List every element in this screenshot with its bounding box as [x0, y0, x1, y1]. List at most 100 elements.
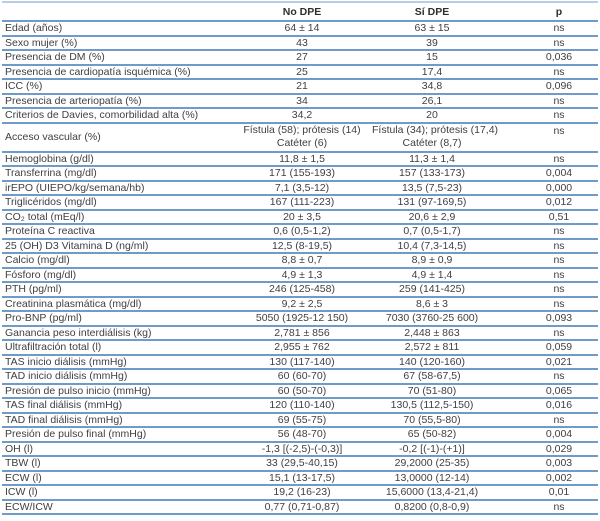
cell-p: 0,01	[548, 486, 570, 499]
cell-p: 0,021	[545, 355, 573, 368]
table-row: irEPO (UIEPO/kg/semana/hb) 7,1 (3,5-12) …	[2, 181, 598, 196]
cell-no-dpe: 21	[296, 80, 308, 93]
table-row: PTH (pg/ml) 246 (125-458) 259 (141-425) …	[2, 283, 598, 298]
cell-p: ns	[553, 370, 565, 383]
row-label: Hemoglobina (g/dl)	[5, 152, 94, 165]
cell-p: ns	[553, 283, 565, 296]
cell-no-dpe: 2,781 ± 856	[274, 326, 330, 339]
cell-no-dpe: 8,8 ± 0,7	[281, 254, 323, 267]
cell-si-dpe: 15,6000 (13,4-21,4)	[385, 486, 479, 499]
cell-no-dpe: 130 (117-140)	[269, 355, 335, 368]
table-row: TAD inicio diálisis (mmHg) 60 (60-70) 67…	[2, 370, 598, 385]
table-row: Creatinina plasmática (mg/dl) 9,2 ± 2,5 …	[2, 297, 598, 312]
cell-p: ns	[553, 36, 565, 49]
cell-p: 0,002	[545, 471, 573, 484]
table-row: TAS inicio diálisis (mmHg) 130 (117-140)…	[2, 355, 598, 370]
cell-p: 0,016	[545, 399, 573, 412]
cell-si-dpe: 70 (51-80)	[407, 384, 457, 397]
cell-si-dpe: 34,8	[421, 80, 443, 93]
table-row: CO₂ total (mEq/l) 20 ± 3,5 20,6 ± 2,9 0,…	[2, 210, 598, 225]
cell-si-dpe: 20,6 ± 2,9	[408, 210, 456, 223]
cell-si-dpe: 131 (97-169,5)	[397, 196, 467, 209]
table-row: ICW (l) 19,2 (16-23) 15,6000 (13,4-21,4)…	[2, 486, 598, 501]
cell-no-dpe: 0,77 (0,71-0,87)	[264, 500, 340, 513]
cell-p: 0,093	[545, 312, 573, 325]
cell-si-dpe: 63 ± 15	[414, 22, 450, 35]
table-row: Fósforo (mg/dl) 4,9 ± 1,3 4,9 ± 1,4 ns	[2, 268, 598, 283]
cell-no-dpe: 246 (125-458)	[269, 283, 335, 296]
row-label: TAS final diálisis (mmHg)	[5, 399, 123, 412]
cell-si-dpe: 7030 (3760-25 600)	[385, 312, 479, 325]
row-label: Proteína C reactiva	[5, 225, 95, 238]
cell-no-dpe: 11,8 ± 1,5	[279, 152, 325, 165]
cell-p: 0,059	[545, 341, 573, 354]
cell-p: ns	[553, 109, 565, 122]
cell-si-dpe: Fístula (34); prótesis (17,4) Catéter (8,…	[372, 124, 498, 150]
row-label: CO₂ total (mEq/l)	[5, 210, 85, 223]
cell-si-dpe: 26,1	[421, 94, 443, 107]
cell-si-dpe: 17,4	[421, 65, 443, 78]
table-row: Ganancia peso interdiálisis (kg) 2,781 ±…	[2, 326, 598, 341]
cell-p: ns	[553, 500, 565, 513]
cell-si-dpe: 70 (55,5-80)	[403, 413, 461, 426]
cell-si-dpe: 130,5 (112,5-150)	[390, 399, 474, 412]
row-label: TBW (l)	[5, 457, 41, 470]
table-row: TAD final diálisis (mmHg) 69 (55-75) 70 …	[2, 413, 598, 428]
header-p: p	[555, 5, 563, 18]
cell-si-dpe: 2,448 ± 863	[404, 326, 460, 339]
row-label: Fósforo (mg/dl)	[5, 268, 77, 281]
cell-p: 0,004	[545, 428, 573, 441]
table-row: ICC (%) 21 34,8 0,096	[2, 80, 598, 95]
cell-p: ns	[553, 124, 565, 137]
row-label: Sexo mujer (%)	[5, 36, 78, 49]
cell-p: 0,004	[545, 167, 573, 180]
cell-no-dpe: 20 ± 3,5	[283, 210, 321, 223]
cell-si-dpe: 20	[426, 109, 438, 122]
cell-si-dpe: 29,2000 (25-35)	[394, 457, 470, 470]
cell-no-dpe: 64 ± 14	[284, 22, 320, 35]
cell-si-dpe: 0,7 (0,5-1,7)	[403, 225, 461, 238]
cell-line-2: Catéter (8,7)	[402, 137, 462, 149]
cell-p: ns	[553, 326, 565, 339]
cell-no-dpe: 2,955 ± 762	[274, 341, 330, 354]
cell-no-dpe: 60 (60-70)	[277, 370, 327, 383]
cell-p: ns	[553, 22, 565, 35]
cell-p: ns	[553, 225, 565, 238]
cell-si-dpe: 2,572 ± 811	[404, 341, 460, 354]
cell-p: ns	[553, 152, 565, 165]
cell-no-dpe: 7,1 (3,5-12)	[274, 181, 330, 194]
row-label: Ganancia peso interdiálisis (kg)	[5, 326, 152, 339]
cell-no-dpe: 15,1 (13-17,5)	[269, 471, 335, 484]
row-label: Presencia de cardiopatía isquémica (%)	[5, 65, 191, 78]
cell-no-dpe: 167 (111-223)	[269, 196, 335, 209]
table-row: Presencia de DM (%) 27 15 0,036	[2, 51, 598, 66]
cell-no-dpe: Fístula (58); prótesis (14) Catéter (6)	[232, 124, 372, 150]
row-label: irEPO (UIEPO/kg/semana/hb)	[5, 181, 145, 194]
row-label: ICC (%)	[5, 80, 43, 93]
table-row: TAS final diálisis (mmHg) 120 (110-140) …	[2, 399, 598, 414]
table-header-row: No DPE Sí DPE p	[2, 3, 598, 22]
header-si-dpe: Sí DPE	[414, 5, 450, 18]
cell-no-dpe: 171 (155-193)	[269, 167, 335, 180]
cell-no-dpe: 9,2 ± 2,5	[281, 297, 323, 310]
cell-si-dpe: 0,8200 (0,8-0,9)	[394, 500, 470, 513]
row-label: TAD final diálisis (mmHg)	[5, 413, 123, 426]
cell-p: 0,029	[545, 442, 573, 455]
cell-si-dpe: 11,3 ± 1,4	[409, 152, 455, 165]
table-row: Transferrina (mg/dl) 171 (155-193) 157 (…	[2, 167, 598, 182]
cell-p: 0,012	[545, 196, 573, 209]
table-row: Presión de pulso inicio (mmHg) 60 (50-70…	[2, 384, 598, 399]
cell-no-dpe: 25	[296, 65, 308, 78]
table-row: Triglicéridos (mg/dl) 167 (111-223) 131 …	[2, 196, 598, 211]
header-no-dpe: No DPE	[282, 5, 322, 18]
row-label: ECW/ICW	[5, 500, 53, 513]
cell-p: ns	[553, 297, 565, 310]
row-label: Pro-BNP (pg/ml)	[5, 312, 82, 325]
cell-p: 0,51	[548, 210, 570, 223]
row-label: TAD inicio diálisis (mmHg)	[5, 370, 128, 383]
cell-line-1: Fístula (58); prótesis (14)	[243, 124, 361, 136]
cell-p: ns	[553, 268, 565, 281]
row-label: Ultrafiltración total (l)	[5, 341, 102, 354]
table-row: Sexo mujer (%) 43 39 ns	[2, 36, 598, 51]
cell-si-dpe: 259 (141-425)	[399, 283, 465, 296]
